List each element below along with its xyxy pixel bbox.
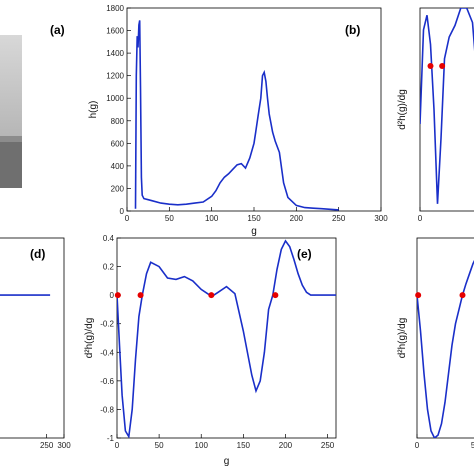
plot-frame-f	[416, 237, 474, 439]
y-tick-label-b: 200	[111, 184, 125, 193]
series-line-b	[134, 20, 339, 211]
plot-frame-e	[116, 237, 337, 439]
y-tick-label-e: -0.4	[100, 348, 114, 357]
photo-sky	[0, 35, 22, 140]
x-tick-label-b: 250	[332, 214, 346, 223]
series-line-c	[420, 8, 474, 204]
x-axis-label-e: g	[224, 456, 230, 467]
plot-frame-c	[419, 7, 474, 212]
y-tick-label-b: 800	[111, 117, 125, 126]
plot-frame-d	[0, 237, 65, 439]
y-tick-label-b: 1400	[106, 49, 124, 58]
zero-crossing-point-c	[427, 63, 434, 69]
y-tick-label-b: 1000	[106, 94, 124, 103]
x-tick-label-e: 150	[237, 441, 251, 450]
x-tick-label-b: 100	[205, 214, 219, 223]
y-tick-label-e: 0	[110, 291, 115, 300]
x-tick-label-e: 250	[321, 441, 335, 450]
series-line-f	[417, 259, 474, 438]
x-tick-label-d: 300	[57, 441, 71, 450]
x-tick-label-e: 200	[279, 441, 293, 450]
zero-crossing-point-e	[272, 292, 279, 299]
y-tick-label-e: -0.6	[100, 377, 114, 386]
zero-crossing-point-e	[208, 292, 215, 299]
y-axis-label-e: d²h(g)/dg	[84, 318, 95, 359]
x-tick-label-b: 200	[290, 214, 304, 223]
x-tick-label-e: 100	[195, 441, 209, 450]
plot-frame-b	[126, 7, 382, 212]
panel-label-d: (d)	[30, 247, 45, 261]
y-axis-label-f: d²h(g)/dg	[397, 318, 408, 359]
x-tick-label-c: 0	[418, 214, 423, 223]
y-tick-label-e: 0.4	[103, 234, 115, 243]
photo-ground	[0, 140, 22, 188]
x-tick-label-f: 0	[415, 441, 420, 450]
y-tick-label-e: -0.8	[100, 405, 114, 414]
y-axis-label-b: h(g)	[88, 101, 99, 119]
panel-a-photo: (a)	[0, 23, 65, 188]
y-tick-label-b: 400	[111, 162, 125, 171]
x-tick-label-e: 50	[155, 441, 164, 450]
panel-label-e: (e)	[297, 247, 312, 261]
y-tick-label-b: 1200	[106, 72, 124, 81]
x-tick-label-e: 0	[115, 441, 120, 450]
zero-crossing-point-e	[114, 292, 121, 299]
zero-crossing-point-f	[459, 292, 466, 299]
x-tick-label-b: 300	[374, 214, 388, 223]
y-tick-label-b: 600	[111, 139, 125, 148]
zero-crossing-point-f	[415, 292, 422, 299]
panel-e-second-derivative: 0 50 100 150 200 250 -1 -0.8 -0.6 -0.4 -0.2 0 0.2 0.4…	[84, 234, 337, 467]
y-tick-label-e: -1	[107, 434, 115, 443]
y-tick-label-b: 1800	[106, 4, 124, 13]
y-tick-label-b: 1600	[106, 27, 124, 36]
panel-b-histogram: 0 50 100 150 200 250 300 0 200 400 600 800 1000 1200 1…	[88, 4, 388, 237]
x-tick-label-f: 50	[471, 441, 474, 450]
y-tick-label-b: 0	[120, 207, 125, 216]
y-tick-label-e: -0.2	[100, 320, 114, 329]
photo-horizon	[0, 136, 22, 142]
x-tick-label-b: 50	[165, 214, 174, 223]
x-tick-label-d: 250	[40, 441, 54, 450]
y-tick-label-e: 0.2	[103, 263, 115, 272]
x-tick-label-b: 150	[247, 214, 261, 223]
zero-crossing-point-c	[439, 63, 446, 69]
x-axis-label-b: g	[251, 226, 257, 237]
panel-d-second-derivative: 250 300 (d)	[0, 237, 71, 450]
series-line-e	[117, 239, 336, 438]
panel-label-b: (b)	[345, 23, 360, 37]
panel-f-second-derivative: 0 50 d²h(g)/dg	[397, 237, 474, 450]
panel-label-a: (a)	[50, 23, 65, 37]
panel-c-second-derivative: 050d²h(g)/dg	[397, 7, 474, 223]
y-axis-label-c: d²h(g)/dg	[397, 89, 408, 130]
x-tick-label-b: 0	[125, 214, 130, 223]
zero-crossing-point-e	[137, 292, 144, 299]
